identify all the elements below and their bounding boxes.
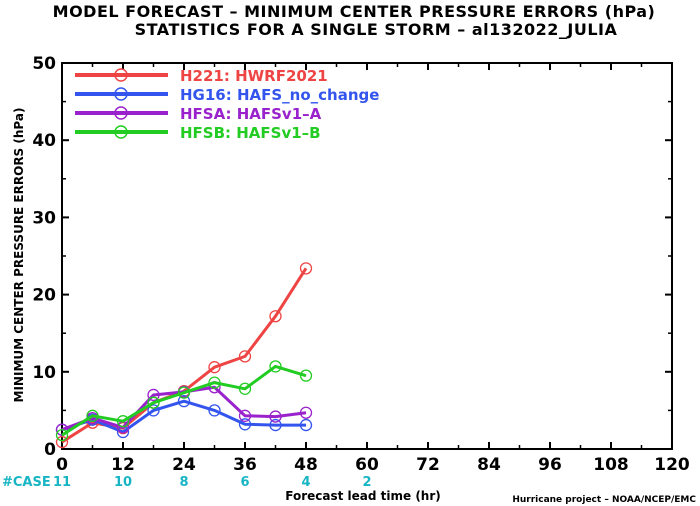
legend-marker bbox=[114, 68, 128, 82]
credit-text: Hurricane project – NOAA/NCEP/EMC bbox=[512, 495, 696, 505]
legend-label: HFSB: HAFSv1–B bbox=[180, 124, 321, 142]
data-point bbox=[299, 406, 313, 419]
legend-label: H221: HWRF2021 bbox=[180, 67, 328, 85]
y-tick-label: 10 bbox=[32, 363, 56, 383]
data-point bbox=[299, 369, 313, 382]
y-tick-label: 20 bbox=[32, 286, 56, 306]
series-line bbox=[61, 399, 306, 434]
series-line bbox=[61, 364, 307, 437]
data-point bbox=[208, 404, 221, 417]
x-tick-label: 72 bbox=[416, 455, 440, 475]
y-tick-label: 30 bbox=[32, 208, 56, 228]
x-tick-label: 24 bbox=[172, 455, 196, 475]
data-point bbox=[177, 394, 191, 408]
data-point bbox=[269, 410, 282, 423]
case-count: 6 bbox=[240, 475, 249, 490]
data-point bbox=[86, 409, 99, 422]
chart-subtitle: STATISTICS FOR A SINGLE STORM – al132022… bbox=[135, 20, 618, 39]
legend-label: HFSA: HAFSv1–A bbox=[180, 105, 322, 123]
data-point bbox=[238, 382, 252, 395]
data-point bbox=[177, 386, 191, 399]
data-point bbox=[299, 418, 313, 432]
y-axis-label: MINIMUM CENTER PRESSURE ERRORS (hPa) bbox=[12, 108, 26, 403]
legend-marker bbox=[114, 87, 128, 101]
legend-marker bbox=[114, 106, 128, 120]
data-point bbox=[299, 262, 313, 275]
x-tick-label: 0 bbox=[56, 455, 68, 475]
y-axis: 0 10 20 30 40 50 bbox=[32, 54, 672, 460]
data-point bbox=[147, 396, 160, 409]
data-point bbox=[238, 418, 252, 431]
data-point bbox=[55, 435, 69, 449]
data-point bbox=[208, 361, 221, 374]
legend-marker bbox=[114, 125, 128, 139]
x-tick-label: 108 bbox=[593, 455, 629, 475]
data-point bbox=[147, 388, 160, 402]
plot-border bbox=[61, 62, 673, 450]
case-count: 11 bbox=[53, 475, 71, 490]
case-count: 10 bbox=[114, 475, 132, 490]
data-point bbox=[208, 376, 221, 389]
data-point bbox=[269, 360, 282, 373]
x-axis-label: Forecast lead time (hr) bbox=[285, 489, 441, 503]
data-point bbox=[116, 415, 130, 428]
y-tick-label: 0 bbox=[44, 440, 56, 460]
case-counts: #CASE 11 10 8 6 4 2 bbox=[2, 475, 372, 490]
series-hfsb bbox=[55, 360, 313, 442]
chart-title: MODEL FORECAST – MINIMUM CENTER PRESSURE… bbox=[53, 2, 656, 21]
data-point bbox=[55, 423, 69, 436]
x-tick-label: 84 bbox=[477, 455, 501, 475]
case-label: #CASE bbox=[2, 475, 51, 490]
data-point bbox=[147, 404, 160, 417]
x-axis: 0 12 24 36 48 60 72 84 96 108 120 bbox=[56, 63, 690, 475]
legend-label: HG16: HAFS_no_change bbox=[180, 86, 379, 104]
case-count: 2 bbox=[362, 475, 371, 490]
plot-area bbox=[61, 62, 673, 450]
x-tick-label: 96 bbox=[538, 455, 562, 475]
x-tick-label: 120 bbox=[654, 455, 690, 475]
series-layer bbox=[55, 262, 313, 449]
case-count: 4 bbox=[301, 475, 310, 490]
data-point bbox=[238, 409, 252, 422]
y-tick-label: 40 bbox=[32, 131, 56, 151]
x-tick-label: 36 bbox=[233, 455, 257, 475]
y-tick-label: 50 bbox=[32, 54, 56, 74]
x-tick-label: 12 bbox=[111, 455, 135, 475]
case-count: 8 bbox=[179, 475, 188, 490]
data-point bbox=[238, 350, 252, 363]
x-tick-label: 60 bbox=[355, 455, 379, 475]
x-tick-label: 48 bbox=[294, 455, 318, 475]
data-point bbox=[269, 418, 282, 432]
data-point bbox=[55, 428, 69, 442]
data-point bbox=[269, 310, 282, 323]
